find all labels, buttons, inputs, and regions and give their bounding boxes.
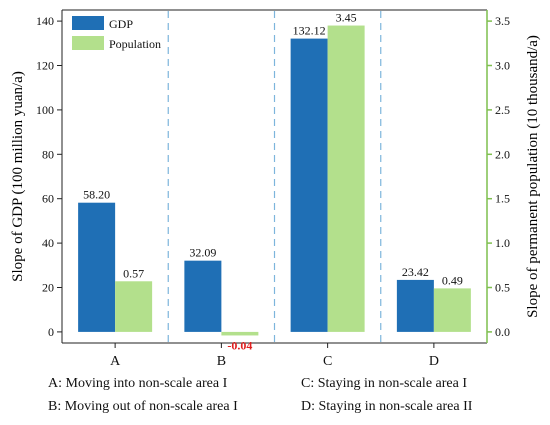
data-label-population-C: 3.45: [336, 11, 357, 25]
legend-label-gdp: GDP: [109, 17, 133, 31]
note-d: D: Staying in non-scale area II: [301, 399, 473, 414]
bar-gdp-C: [290, 38, 328, 332]
bar-population-B: [221, 331, 259, 336]
x-tick-label: C: [323, 354, 332, 369]
left-tick-label: 120: [36, 59, 54, 73]
left-axis: 0 20 40 60 80 100 120 140: [36, 14, 62, 339]
category-separators: [167, 11, 382, 343]
right-tick-label: 3.0: [495, 59, 510, 73]
x-tick-label: D: [429, 354, 439, 369]
left-tick-label: 20: [42, 281, 54, 295]
left-tick-label: 80: [42, 147, 54, 161]
y-axis-label-right: Slope of permanent population (10 thousa…: [525, 35, 541, 318]
legend-label-population: Population: [109, 37, 161, 51]
data-labels: 58.20 0.57 32.09 -0.04 132.12 3.45 23.42 0.49: [83, 11, 463, 353]
legend: GDP Population: [72, 16, 161, 51]
bars: [78, 25, 471, 336]
left-tick-label: 0: [48, 325, 54, 339]
y-axis-label-left: Slope of GDP (100 million yuan/a): [10, 71, 26, 282]
legend-swatch-population: [72, 36, 104, 50]
left-tick-label: 60: [42, 192, 54, 206]
right-tick-label: 0.0: [495, 325, 510, 339]
left-tick-label: 140: [36, 14, 54, 28]
right-tick-label: 2.5: [495, 103, 510, 117]
legend-swatch-gdp: [72, 16, 104, 30]
bar-population-A: [115, 281, 153, 332]
right-axis: 0.0 0.5 1.0 1.5 2.0 2.5 3.0 3.5: [487, 14, 510, 339]
x-axis: A B C D: [110, 343, 439, 369]
note-a: A: Moving into non-scale area I: [48, 376, 228, 391]
note-c: C: Staying in non-scale area I: [301, 376, 468, 391]
x-tick-label: B: [217, 354, 226, 369]
data-label-gdp-A: 58.20: [83, 188, 110, 202]
data-label-gdp-C: 132.12: [293, 24, 326, 38]
category-notes: A: Moving into non-scale area I B: Movin…: [0, 372, 550, 422]
data-label-gdp-B: 32.09: [189, 246, 216, 260]
left-tick-label: 40: [42, 236, 54, 250]
data-label-gdp-D: 23.42: [402, 265, 429, 279]
note-b: B: Moving out of non-scale area I: [48, 399, 238, 414]
bar-population-D: [433, 288, 471, 332]
data-label-population-B: -0.04: [227, 338, 252, 352]
right-tick-label: 2.0: [495, 147, 510, 161]
left-tick-label: 100: [36, 103, 54, 117]
bar-gdp-B: [184, 260, 222, 332]
data-label-population-A: 0.57: [123, 266, 144, 280]
right-tick-label: 3.5: [495, 14, 510, 28]
bar-gdp-A: [78, 202, 116, 332]
data-label-population-D: 0.49: [442, 273, 463, 287]
chart: 58.20 0.57 32.09 -0.04 132.12 3.45 23.42 0.49 0…: [10, 9, 541, 369]
right-tick-label: 1.0: [495, 236, 510, 250]
right-tick-label: 0.5: [495, 281, 510, 295]
x-tick-label: A: [110, 354, 121, 369]
bar-population-C: [327, 25, 365, 332]
bar-gdp-D: [396, 279, 434, 332]
right-tick-label: 1.5: [495, 192, 510, 206]
